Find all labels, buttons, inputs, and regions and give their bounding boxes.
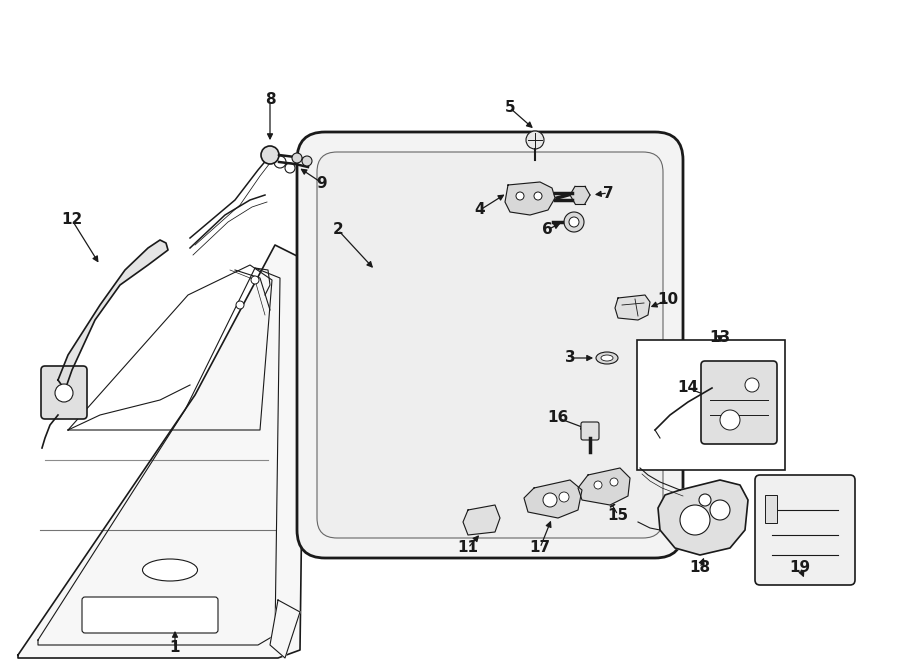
Circle shape [559,492,569,502]
Circle shape [516,192,524,200]
Text: 18: 18 [689,561,711,576]
Circle shape [745,378,759,392]
Circle shape [251,276,259,284]
Text: 13: 13 [709,330,731,346]
Text: 11: 11 [457,541,479,555]
Circle shape [534,192,542,200]
FancyBboxPatch shape [82,597,218,633]
Polygon shape [18,245,305,658]
FancyBboxPatch shape [317,152,663,538]
Polygon shape [505,182,555,215]
Text: 16: 16 [547,410,569,426]
Text: 5: 5 [505,100,516,116]
Ellipse shape [601,355,613,361]
Circle shape [274,156,286,168]
Polygon shape [58,240,168,390]
Polygon shape [615,295,650,320]
Text: 12: 12 [61,212,83,227]
Polygon shape [463,505,500,535]
Bar [637,340,785,470]
Text: 17: 17 [529,541,551,555]
FancyBboxPatch shape [41,366,87,419]
Polygon shape [658,480,748,555]
Circle shape [699,494,711,506]
Text: 2: 2 [333,223,344,237]
Circle shape [55,384,73,402]
FancyBboxPatch shape [755,475,855,585]
Circle shape [261,146,279,164]
Circle shape [569,217,579,227]
Circle shape [526,131,544,149]
Polygon shape [578,468,630,505]
Polygon shape [524,480,582,518]
Text: 7: 7 [603,186,613,200]
FancyBboxPatch shape [701,361,777,444]
Text: 1: 1 [170,641,180,656]
Text: 15: 15 [608,508,628,522]
FancyBboxPatch shape [581,422,599,440]
Text: 14: 14 [678,381,698,395]
Circle shape [236,301,244,309]
Text: 8: 8 [265,93,275,108]
Circle shape [680,505,710,535]
Circle shape [292,153,302,163]
Text: 10: 10 [657,293,679,307]
Circle shape [263,148,277,162]
Bar [765,495,777,523]
Polygon shape [270,600,300,658]
Circle shape [543,493,557,507]
Circle shape [710,500,730,520]
Circle shape [610,478,618,486]
Ellipse shape [596,352,618,364]
FancyBboxPatch shape [297,132,683,558]
Circle shape [720,410,740,430]
Circle shape [564,212,584,232]
Circle shape [285,163,295,173]
Text: 19: 19 [789,561,811,576]
Text: 9: 9 [317,176,328,190]
Circle shape [302,156,312,166]
Text: 3: 3 [564,350,575,366]
Text: 6: 6 [542,223,553,237]
Ellipse shape [142,559,197,581]
Text: 4: 4 [474,202,485,217]
Circle shape [594,481,602,489]
Polygon shape [570,186,590,204]
